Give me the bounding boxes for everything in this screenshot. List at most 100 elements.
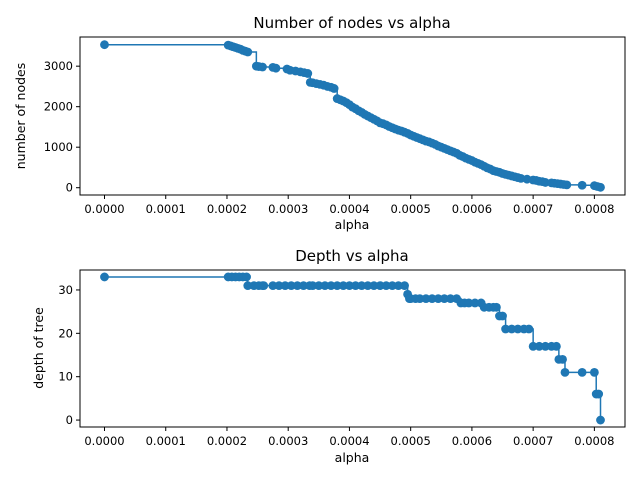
data-point (433, 294, 443, 304)
data-point (446, 294, 455, 304)
x-tick-label: 0.0008 (574, 202, 614, 216)
data-point (492, 302, 501, 312)
data-point (552, 341, 561, 351)
y-tick-label: 2000 (44, 100, 73, 114)
data-point (400, 281, 409, 291)
x-tick-label: 0.0002 (207, 202, 247, 216)
x-tick-label: 0.0000 (84, 434, 124, 448)
x-tick-label: 0.0003 (268, 434, 308, 448)
data-point (577, 180, 587, 190)
data-point (498, 311, 507, 321)
data-point (329, 84, 339, 93)
data-point (242, 272, 251, 282)
data-point (363, 281, 373, 291)
data-point (286, 281, 296, 291)
data-point (100, 40, 109, 50)
chart-title: Depth vs alpha (295, 247, 409, 265)
x-axis-label: alpha (335, 217, 370, 232)
data-point (507, 324, 517, 334)
data-point (299, 281, 308, 291)
x-tick-label: 0.0007 (513, 202, 553, 216)
x-ticks: 0.0000 0.0001 0.0002 0.0003 0.0004 0.0005 0.00… (84, 195, 615, 216)
x-tick-label: 0.0004 (329, 434, 369, 448)
data-point (274, 281, 284, 291)
data-point (259, 281, 269, 291)
x-tick-label: 0.0000 (84, 202, 124, 216)
data-point (596, 415, 605, 425)
data-point (534, 341, 544, 351)
data-point (596, 182, 605, 192)
x-tick-label: 0.0001 (146, 202, 186, 216)
data-point (558, 354, 567, 364)
data-point (394, 281, 403, 291)
axes-frame (79, 269, 626, 428)
data-point (439, 294, 449, 304)
y-axis-label: number of nodes (13, 63, 28, 170)
data-point (280, 281, 290, 291)
y-ticks: 0 1000 2000 3000 (44, 59, 80, 195)
data-point (577, 367, 587, 377)
data-point (357, 281, 367, 291)
x-tick-label: 0.0001 (146, 434, 186, 448)
x-tick-label: 0.0006 (452, 434, 492, 448)
data-point (540, 341, 550, 351)
data-point (501, 324, 510, 334)
y-tick-label: 0 (66, 413, 73, 427)
y-tick-label: 30 (58, 283, 73, 297)
data-point (268, 281, 278, 291)
data-point (100, 272, 109, 282)
y-ticks: 0 10 20 30 (58, 283, 80, 427)
y-axis-label: depth of tree (31, 307, 46, 389)
data-point (271, 63, 281, 73)
data-point (524, 324, 534, 334)
data-point (594, 389, 604, 399)
data-point (338, 281, 348, 291)
data-point (560, 367, 570, 377)
nodes-vs-alpha-chart: Number of nodes vs alpha 0 1000 2000 3000 0… (13, 14, 626, 232)
x-tick-label: 0.0005 (391, 202, 431, 216)
data-point (320, 281, 330, 291)
data-point (470, 298, 480, 308)
data-point (292, 281, 302, 291)
data-point (303, 69, 313, 78)
data-point (513, 324, 523, 334)
data-point (369, 281, 379, 291)
data-point (375, 281, 385, 291)
data-point (589, 367, 599, 377)
x-tick-label: 0.0007 (513, 434, 553, 448)
data-point (562, 180, 572, 190)
y-tick-label: 0 (66, 181, 73, 195)
x-tick-label: 0.0005 (391, 434, 431, 448)
x-tick-label: 0.0006 (452, 202, 492, 216)
axes-frame (79, 36, 626, 196)
data-point (415, 294, 425, 304)
chart-title: Number of nodes vs alpha (253, 14, 450, 32)
x-tick-label: 0.0008 (574, 434, 614, 448)
y-tick-label: 3000 (44, 59, 73, 73)
data-point (528, 341, 538, 351)
y-tick-label: 10 (58, 370, 73, 384)
x-ticks: 0.0000 0.0001 0.0002 0.0003 0.0004 0.0005 0.00… (84, 427, 615, 448)
y-tick-label: 20 (58, 326, 73, 340)
data-point (332, 281, 342, 291)
data-point (351, 281, 360, 291)
plot-area (100, 40, 605, 192)
data-point (381, 281, 391, 291)
data-point (387, 281, 397, 291)
y-tick-label: 1000 (44, 140, 73, 154)
x-tick-label: 0.0003 (268, 202, 308, 216)
data-point (308, 281, 318, 291)
data-point (243, 281, 253, 291)
data-point (258, 62, 267, 72)
data-point (427, 294, 437, 304)
data-point (314, 281, 324, 291)
data-point (345, 281, 354, 291)
x-tick-label: 0.0004 (329, 202, 369, 216)
data-point (243, 47, 253, 57)
data-point (421, 294, 431, 304)
data-point (326, 281, 336, 291)
x-tick-label: 0.0002 (207, 434, 247, 448)
